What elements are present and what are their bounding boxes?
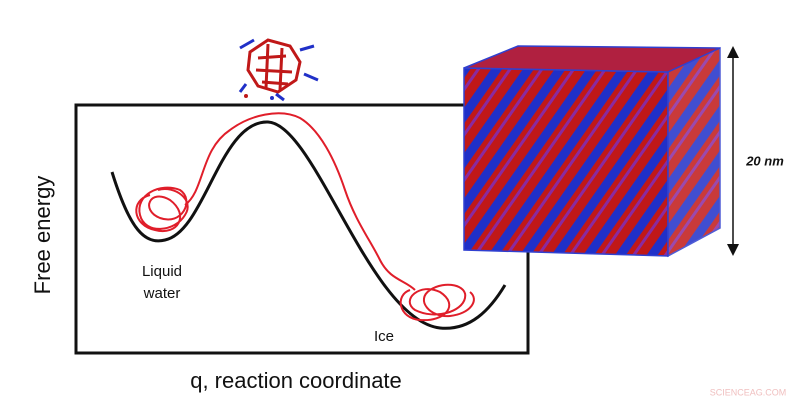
y-axis-label: Free energy [30, 176, 55, 295]
x-axis-label: q, reaction coordinate [190, 368, 402, 393]
state-label: Ice [374, 328, 394, 345]
state-label: Liquid [142, 263, 182, 280]
simulation-cube [463, 45, 721, 258]
watermark: SCIENCEAG.COM [710, 387, 787, 397]
plot-frame [74, 103, 530, 355]
trajectory [135, 112, 475, 322]
state-label: water [143, 285, 181, 302]
energy-curve [110, 120, 507, 330]
scale-label: 20 nm [745, 153, 784, 168]
molecule-cluster [238, 38, 319, 102]
